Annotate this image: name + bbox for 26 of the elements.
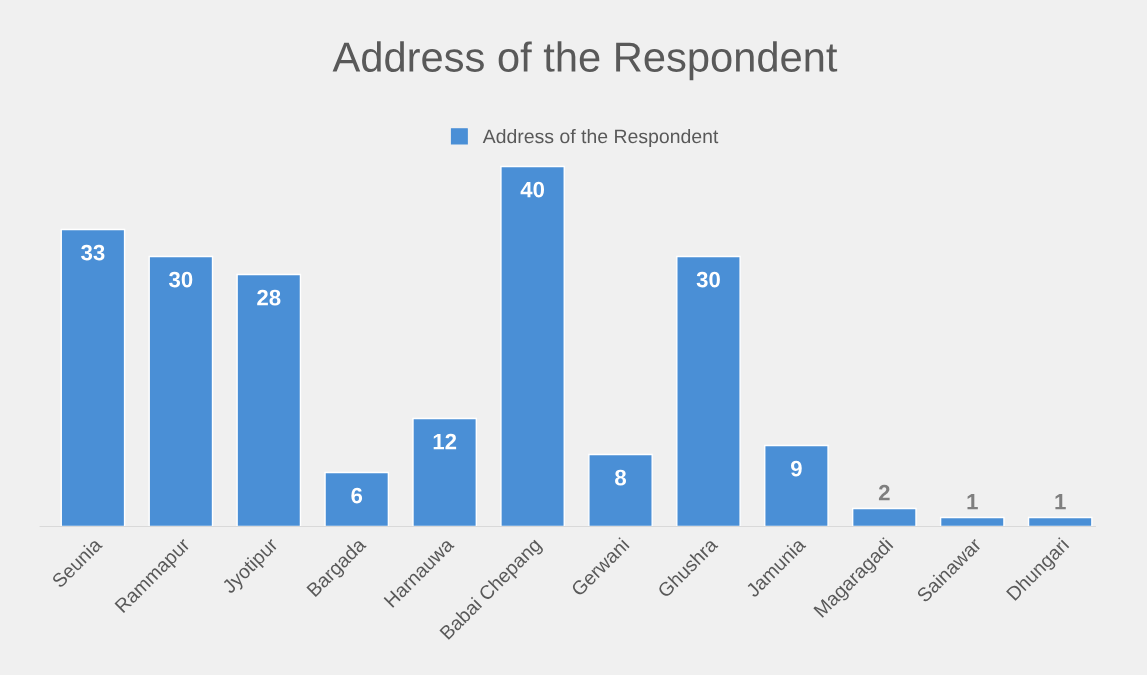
data-label: 28 bbox=[257, 289, 281, 306]
bar bbox=[1027, 516, 1093, 527]
data-label: 40 bbox=[520, 181, 545, 198]
chart-title: Address of the Respondent bbox=[332, 41, 838, 81]
data-label: 6 bbox=[351, 487, 363, 504]
data-label: 1 bbox=[967, 494, 978, 510]
bar bbox=[148, 255, 214, 527]
bar bbox=[851, 507, 917, 527]
bar bbox=[412, 417, 478, 527]
bar bbox=[764, 444, 829, 527]
bar bbox=[500, 165, 565, 527]
data-label: 2 bbox=[878, 484, 890, 501]
bar bbox=[236, 273, 302, 527]
bar bbox=[939, 516, 1005, 527]
bar bbox=[676, 255, 741, 527]
bar bbox=[324, 471, 390, 527]
data-label: 9 bbox=[790, 460, 802, 477]
bar bbox=[588, 453, 653, 527]
bar bbox=[60, 228, 126, 527]
data-label: 1 bbox=[1055, 494, 1066, 510]
data-label: 33 bbox=[81, 244, 105, 261]
legend-label: Address of the Respondent bbox=[482, 128, 719, 148]
data-label: 30 bbox=[696, 271, 720, 288]
data-label: 30 bbox=[169, 271, 193, 288]
data-label: 12 bbox=[433, 433, 457, 450]
data-label: 8 bbox=[615, 469, 627, 486]
